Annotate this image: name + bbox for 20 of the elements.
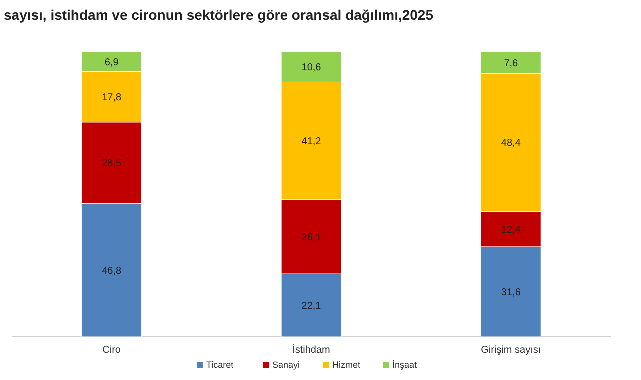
chart-title: sayısı, istihdam ve cironun sektörlere göre oransal dağılımı,2025 [4,7,434,23]
data-label: 31,6 [501,287,522,298]
data-label: 6,9 [104,57,120,68]
data-label: 41,2 [302,136,322,148]
legend-label: İnşaat [392,360,418,370]
legend-label: Hizmet [332,360,361,370]
data-label: 46,8 [102,266,122,277]
x-tick-label: Girişim sayısı [481,345,542,356]
data-label: 48,4 [501,138,522,150]
data-label: 12,4 [501,224,522,236]
data-label: 17,8 [102,92,122,104]
x-tick-label: İstihdam [292,344,330,356]
legend-label: Ticaret [206,360,234,370]
legend-label: Sanayi [272,360,300,370]
data-label: 26,1 [302,232,322,244]
data-label: 22,1 [302,301,322,312]
data-label: 28,5 [102,158,122,170]
data-label: 10,6 [302,62,322,74]
x-tick-label: Ciro [102,345,122,356]
data-label: 7,6 [504,58,519,70]
